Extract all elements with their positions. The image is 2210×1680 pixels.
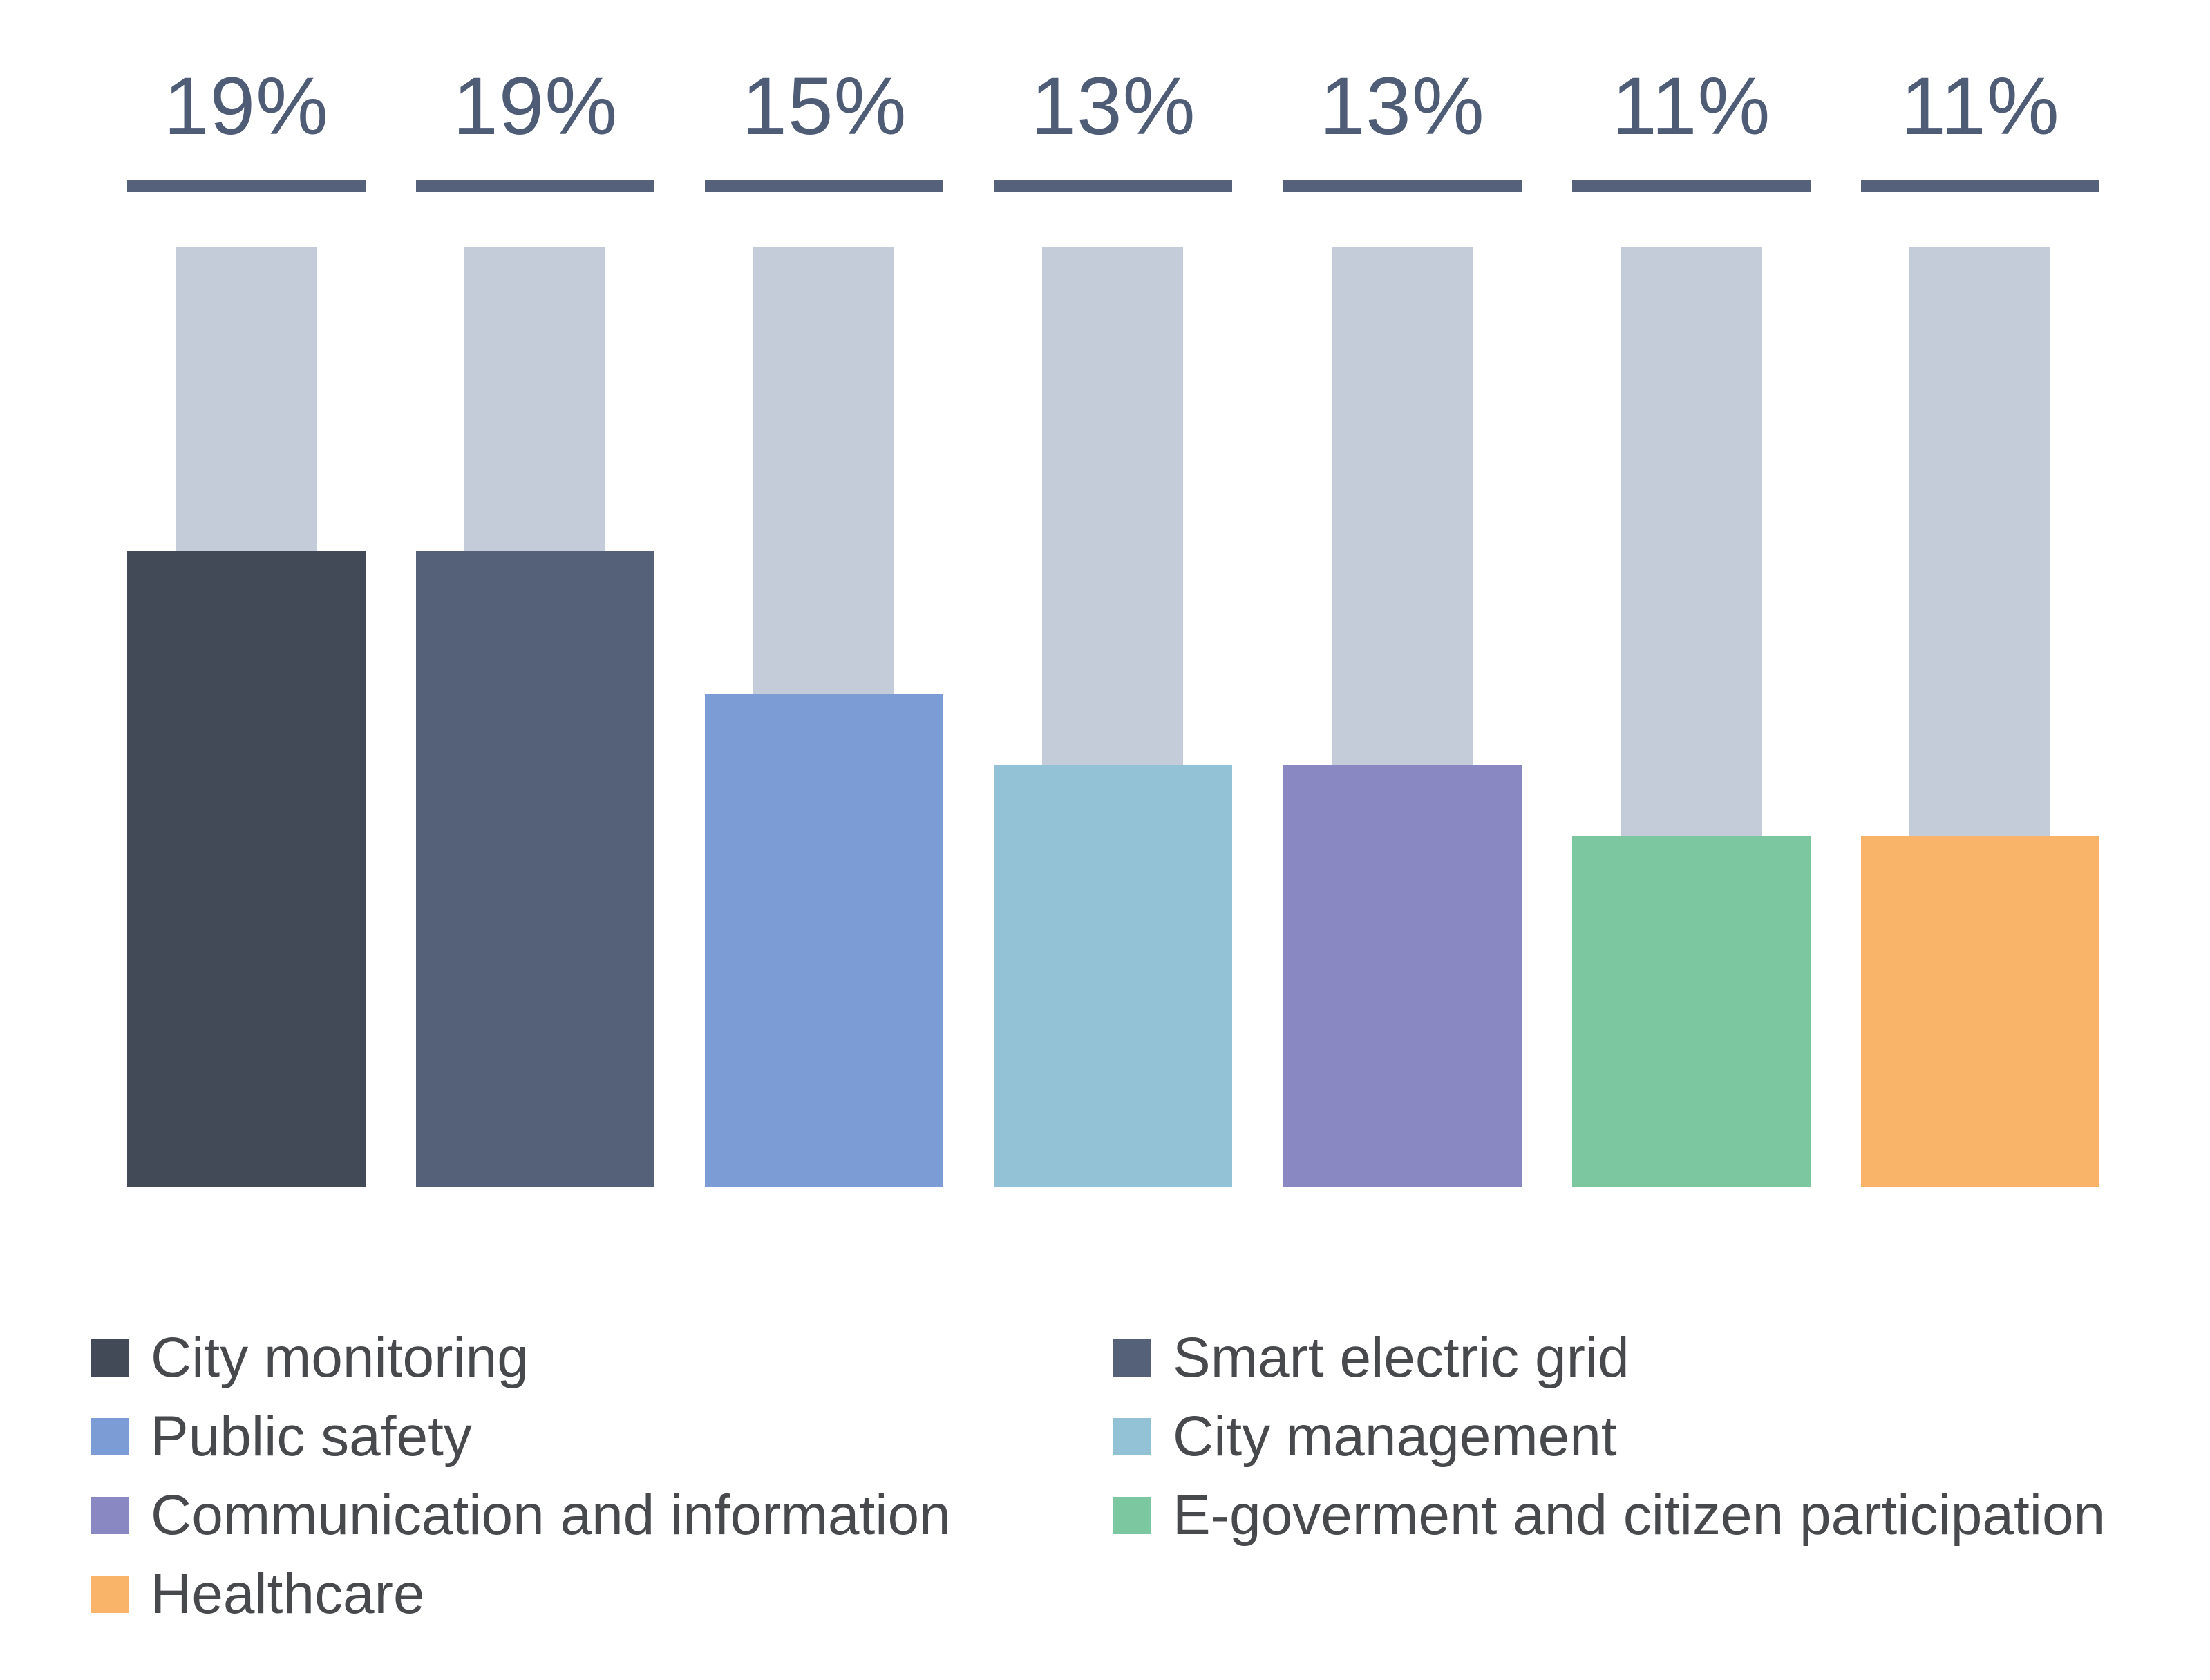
chart-column-e-goverment-and-citizen-participation: 11%	[1571, 0, 1811, 1187]
legend-label: E-goverment and citizen participation	[1173, 1484, 2106, 1547]
column-rule	[416, 180, 655, 192]
bar-communication-and-information	[1283, 765, 1522, 1187]
legend-color-swatch	[91, 1497, 129, 1534]
bar-public-safety	[705, 694, 944, 1187]
chart-column-city-monitoring: 19%	[127, 0, 366, 1187]
legend-item-smart-electric-grid: Smart electric grid	[1113, 1325, 2210, 1390]
chart-legend: City monitoring Smart electric grid Publ…	[91, 1325, 2210, 1627]
column-rule	[1571, 180, 1811, 192]
column-rule	[127, 180, 366, 192]
column-rule	[1283, 180, 1522, 192]
chart-column-smart-electric-grid: 19%	[416, 0, 655, 1187]
value-label: 11%	[1612, 61, 1771, 152]
legend-item-communication-and-information: Communication and information	[91, 1483, 1113, 1548]
legend-label: Healthcare	[151, 1563, 425, 1625]
legend-item-city-monitoring: City monitoring	[91, 1325, 1113, 1390]
smart-city-bar-chart: 19% 19% 15% 13% 13% 11% 11%	[127, 0, 2099, 1187]
chart-column-communication-and-information: 13%	[1283, 0, 1522, 1187]
chart-column-city-management: 13%	[994, 0, 1233, 1187]
value-label: 15%	[742, 61, 907, 152]
legend-item-healthcare: Healthcare	[91, 1562, 1113, 1627]
value-label: 19%	[453, 61, 618, 152]
column-rule	[705, 180, 944, 192]
legend-color-swatch	[91, 1418, 129, 1455]
chart-columns: 19% 19% 15% 13% 13% 11% 11%	[127, 0, 2099, 1187]
bar-healthcare	[1860, 836, 2099, 1187]
chart-column-healthcare: 11%	[1860, 0, 2099, 1187]
legend-color-swatch	[91, 1576, 129, 1613]
value-label: 19%	[163, 61, 330, 152]
legend-item-public-safety: Public safety	[91, 1404, 1113, 1469]
legend-item-e-goverment-and-citizen-participation: E-goverment and citizen participation	[1113, 1483, 2210, 1548]
chart-column-public-safety: 15%	[705, 0, 944, 1187]
value-label: 13%	[1319, 61, 1485, 152]
legend-label: City management	[1173, 1405, 1617, 1468]
bar-smart-electric-grid	[416, 551, 655, 1187]
legend-label: Public safety	[151, 1405, 472, 1468]
legend-color-swatch	[91, 1339, 129, 1377]
legend-label: City monitoring	[151, 1326, 529, 1389]
legend-item-city-management: City management	[1113, 1404, 2210, 1469]
column-rule	[994, 180, 1233, 192]
bar-e-goverment-and-citizen-participation	[1571, 836, 1811, 1187]
legend-color-swatch	[1113, 1497, 1151, 1534]
legend-label: Communication and information	[151, 1484, 951, 1547]
bar-city-monitoring	[127, 551, 366, 1187]
column-rule	[1860, 180, 2099, 192]
legend-label: Smart electric grid	[1173, 1326, 1630, 1389]
value-label: 11%	[1900, 61, 2060, 152]
legend-color-swatch	[1113, 1418, 1151, 1455]
bar-city-management	[994, 765, 1233, 1187]
legend-color-swatch	[1113, 1339, 1151, 1377]
value-label: 13%	[1030, 61, 1196, 152]
